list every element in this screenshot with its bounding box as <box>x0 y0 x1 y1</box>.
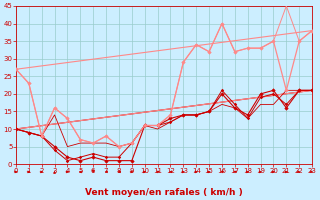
X-axis label: Vent moyen/en rafales ( km/h ): Vent moyen/en rafales ( km/h ) <box>85 188 243 197</box>
